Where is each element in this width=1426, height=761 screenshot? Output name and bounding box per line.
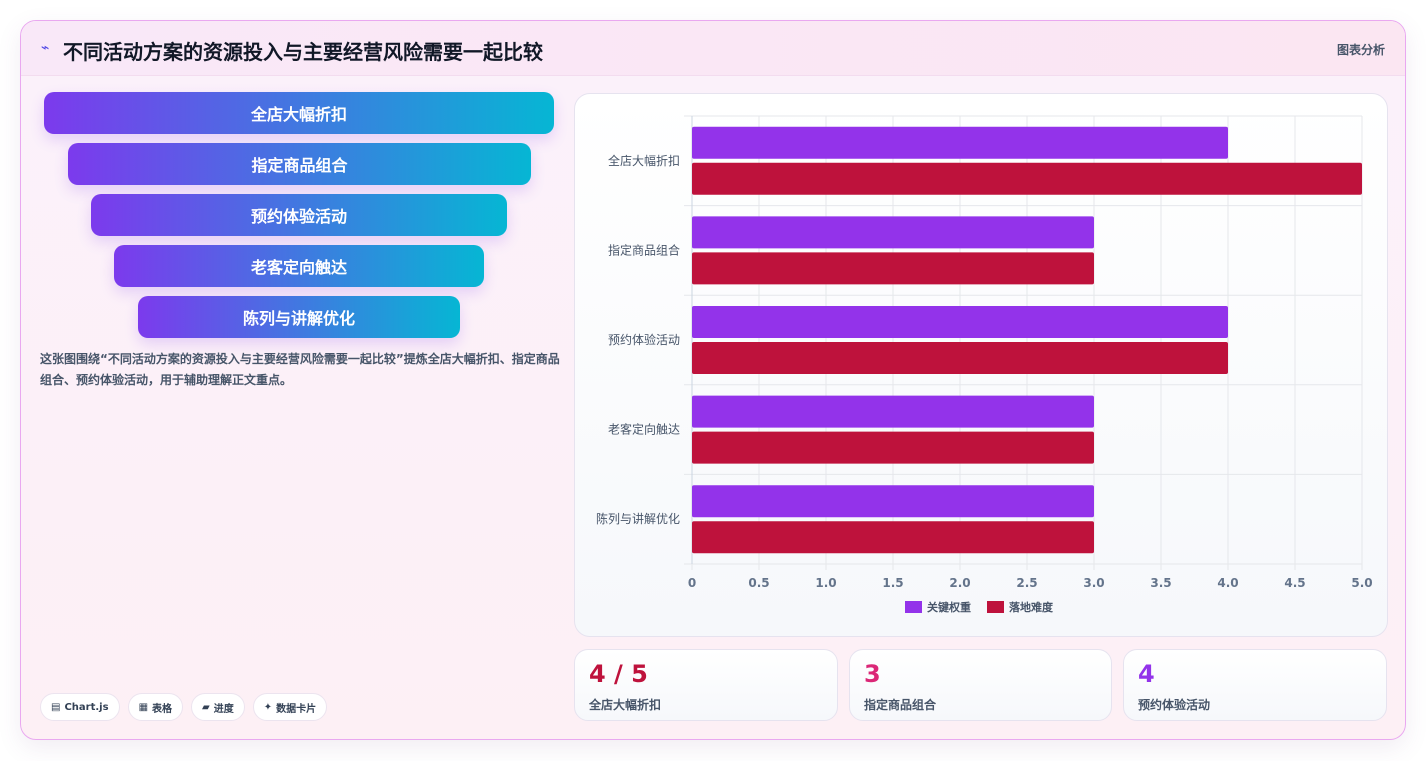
chart-icon: ▤ (51, 701, 61, 713)
progress-icon: ▰ (202, 701, 210, 713)
bar (692, 395, 1094, 428)
y-tick-label: 指定商品组合 (608, 242, 680, 257)
bar (692, 252, 1094, 285)
chip-label: 进度 (213, 703, 234, 715)
y-tick-label: 预约体验活动 (608, 332, 680, 347)
legend-swatch (987, 601, 1004, 613)
x-tick-label: 3.5 (1150, 576, 1171, 590)
funnel-bar-2: 指定商品组合 (68, 143, 531, 185)
x-tick-label: 3.0 (1083, 576, 1104, 590)
chip-data-card[interactable]: ✦ 数据卡片 (252, 693, 328, 721)
card-icon: ✦ (263, 701, 273, 713)
chip-label: Chart.js (64, 701, 109, 713)
chart-icon: ⌁ (41, 40, 50, 56)
card-header: ⌁ 不同活动方案的资源投入与主要经营风险需要一起比较 图表分析 (21, 21, 1405, 76)
stat-label: 预约体验活动 (1138, 698, 1211, 712)
bar (692, 126, 1228, 159)
bar (692, 162, 1362, 195)
stat-card-1: 4 / 5 全店大幅折扣 (574, 649, 838, 721)
funnel-bar-4: 老客定向触达 (114, 245, 484, 287)
legend-swatch (905, 601, 922, 613)
chip-chartjs[interactable]: ▤ Chart.js (40, 693, 120, 721)
chip-label: 表格 (152, 703, 173, 715)
y-tick-label: 老客定向触达 (608, 422, 680, 437)
stat-value: 3 (864, 660, 881, 688)
chart-description: 这张图围绕“不同活动方案的资源投入与主要经营风险需要一起比较”提炼全店大幅折扣、… (40, 352, 560, 387)
x-tick-label: 0.5 (748, 576, 769, 590)
stat-card-2: 3 指定商品组合 (849, 649, 1112, 721)
chart-panel: 0 0.5 1.0 1.5 2.0 2.5 3.0 3.5 4.0 4.5 5.0 全店大幅折扣 指定商… (574, 93, 1388, 637)
bar (692, 431, 1094, 464)
stat-label: 指定商品组合 (864, 698, 937, 712)
funnel-bar-5: 陈列与讲解优化 (138, 296, 460, 338)
main-card: ⌁ 不同活动方案的资源投入与主要经营风险需要一起比较 图表分析 全店大幅折扣 指… (20, 20, 1406, 740)
y-tick-label: 全店大幅折扣 (608, 153, 680, 168)
bar (692, 485, 1094, 518)
x-tick-label: 2.0 (949, 576, 970, 590)
bar (692, 216, 1094, 249)
chip-row: ▤ Chart.js ▦ 表格 ▰ 进度 ✦ 数据卡片 (40, 693, 328, 721)
x-tick-label: 5.0 (1351, 576, 1372, 590)
stat-label: 全店大幅折扣 (589, 698, 662, 712)
header-tag: 图表分析 (1336, 43, 1385, 57)
funnel-bar-3: 预约体验活动 (91, 194, 507, 236)
bar (692, 306, 1228, 338)
x-tick-label: 0 (688, 576, 696, 590)
page-title: 不同活动方案的资源投入与主要经营风险需要一起比较 (63, 40, 543, 64)
chip-progress[interactable]: ▰ 进度 (191, 693, 245, 721)
x-tick-label: 1.0 (815, 576, 836, 590)
bar (692, 342, 1228, 374)
chip-table[interactable]: ▦ 表格 (127, 693, 184, 721)
y-tick-label: 陈列与讲解优化 (596, 511, 680, 526)
legend-label: 关键权重 (927, 600, 971, 614)
legend-label: 落地难度 (1009, 600, 1054, 614)
x-tick-label: 4.5 (1284, 576, 1305, 590)
x-tick-label: 1.5 (882, 576, 903, 590)
bar-chart: 0 0.5 1.0 1.5 2.0 2.5 3.0 3.5 4.0 4.5 5.0 全店大幅折扣指定商… (596, 115, 1373, 614)
x-tick-label: 4.0 (1217, 576, 1238, 590)
stat-value: 4 (1138, 660, 1155, 688)
table-icon: ▦ (138, 701, 149, 713)
stat-value: 4 / 5 (589, 660, 648, 688)
bar (692, 521, 1094, 554)
chip-label: 数据卡片 (276, 703, 317, 715)
funnel-bar-1: 全店大幅折扣 (44, 92, 554, 134)
stat-card-3: 4 预约体验活动 (1123, 649, 1387, 721)
x-tick-label: 2.5 (1016, 576, 1037, 590)
